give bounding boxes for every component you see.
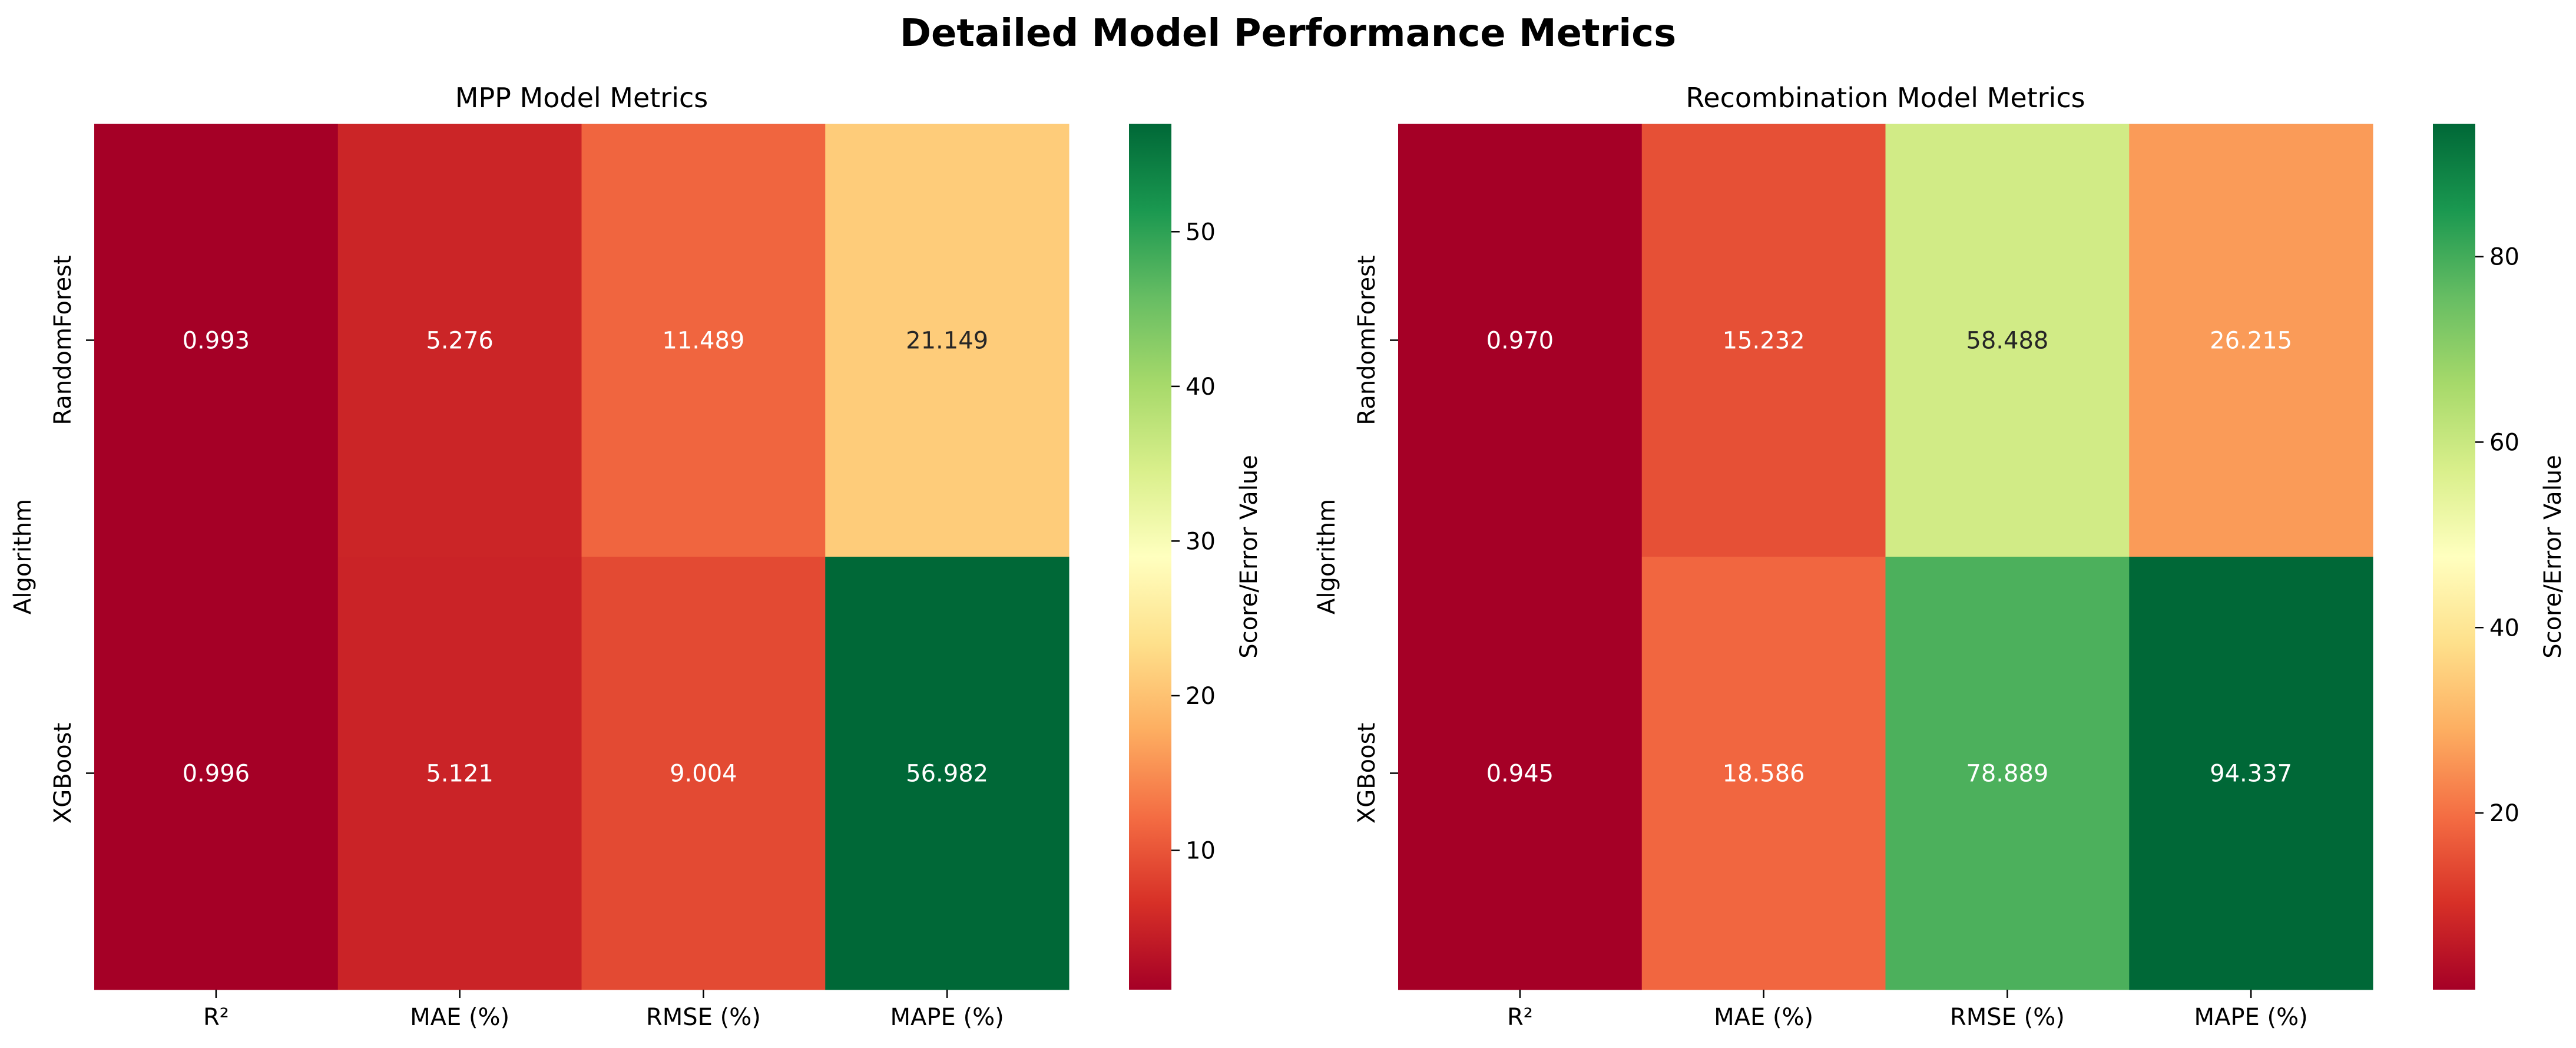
colorbar — [2433, 124, 2475, 990]
x-tick-label: MAE (%) — [410, 1004, 509, 1031]
x-tick-label: R² — [1507, 1004, 1533, 1031]
heatmap-cell — [1641, 557, 1886, 990]
cell-label: 78.889 — [1966, 761, 2048, 788]
colorbar-tick-label: 10 — [1186, 838, 1216, 865]
cell-label: 9.004 — [670, 761, 737, 788]
heatmap-cell — [2129, 557, 2373, 990]
cell-label: 56.982 — [906, 761, 988, 788]
cell-label: 94.337 — [2210, 761, 2292, 788]
colorbar-label: Score/Error Value — [2539, 455, 2567, 659]
heatmap-cell — [337, 557, 582, 990]
colorbar-label: Score/Error Value — [1236, 455, 1263, 659]
y-tick-label: XGBoost — [1353, 723, 1380, 824]
cell-label: 0.996 — [183, 761, 250, 788]
y-tick-label: XGBoost — [49, 723, 77, 824]
heatmap-cell — [1885, 124, 2130, 557]
heatmap-cell — [1398, 557, 1643, 990]
cell-label: 0.993 — [183, 328, 250, 355]
colorbar — [1129, 124, 1171, 990]
x-tick-label: RMSE (%) — [1950, 1004, 2065, 1031]
colorbar-tick-label: 60 — [2489, 429, 2519, 456]
figure-title: Detailed Model Performance Metrics — [900, 12, 1676, 55]
cell-label: 18.586 — [1723, 761, 1805, 788]
y-axis-label: Algorithm — [1313, 499, 1340, 614]
x-tick-label: MAE (%) — [1714, 1004, 1813, 1031]
panel-title: Recombination Model Metrics — [1686, 82, 2085, 114]
heatmap-cell — [337, 124, 582, 557]
heatmap-cell — [1398, 124, 1643, 557]
y-tick-label: RandomForest — [49, 255, 77, 425]
heatmap-cell — [94, 124, 339, 557]
heatmap-cell — [825, 557, 1070, 990]
cell-label: 5.276 — [426, 328, 494, 355]
x-tick-label: R² — [203, 1004, 229, 1031]
heatmap-cell — [94, 557, 339, 990]
heatmap-cell — [2129, 124, 2373, 557]
colorbar-tick-label: 30 — [1186, 528, 1216, 555]
cell-label: 58.488 — [1966, 328, 2048, 355]
colorbar-tick-label: 20 — [1186, 683, 1216, 710]
x-tick-label: RMSE (%) — [646, 1004, 761, 1031]
cell-label: 15.232 — [1723, 328, 1805, 355]
heatmap-cell — [581, 124, 826, 557]
y-tick-label: RandomForest — [1353, 255, 1380, 425]
colorbar-tick-label: 80 — [2489, 244, 2519, 271]
colorbar-tick-label: 50 — [1186, 219, 1216, 246]
heatmap-cell — [581, 557, 826, 990]
y-axis-label: Algorithm — [9, 499, 37, 614]
cell-label: 26.215 — [2210, 328, 2292, 355]
colorbar-tick-label: 40 — [2489, 614, 2519, 642]
colorbar-tick-label: 20 — [2489, 800, 2519, 827]
cell-label: 21.149 — [906, 328, 988, 355]
cell-label: 11.489 — [662, 328, 744, 355]
cell-label: 5.121 — [426, 761, 494, 788]
cell-label: 0.945 — [1486, 761, 1554, 788]
heatmap-cell — [825, 124, 1070, 557]
x-tick-label: MAPE (%) — [2194, 1004, 2308, 1031]
panel-title: MPP Model Metrics — [455, 82, 708, 114]
panel-mpp: MPP Model Metrics 0.993 5.276 11.489 21.149 0… — [9, 82, 1263, 1031]
heatmap-cell — [1885, 557, 2130, 990]
heatmap-cell — [1641, 124, 1886, 557]
colorbar-tick-label: 40 — [1186, 373, 1216, 401]
cell-label: 0.970 — [1486, 328, 1554, 355]
x-tick-label: MAPE (%) — [890, 1004, 1004, 1031]
panel-recombination: Recombination Model Metrics 0.970 15.232 58… — [1313, 82, 2567, 1031]
